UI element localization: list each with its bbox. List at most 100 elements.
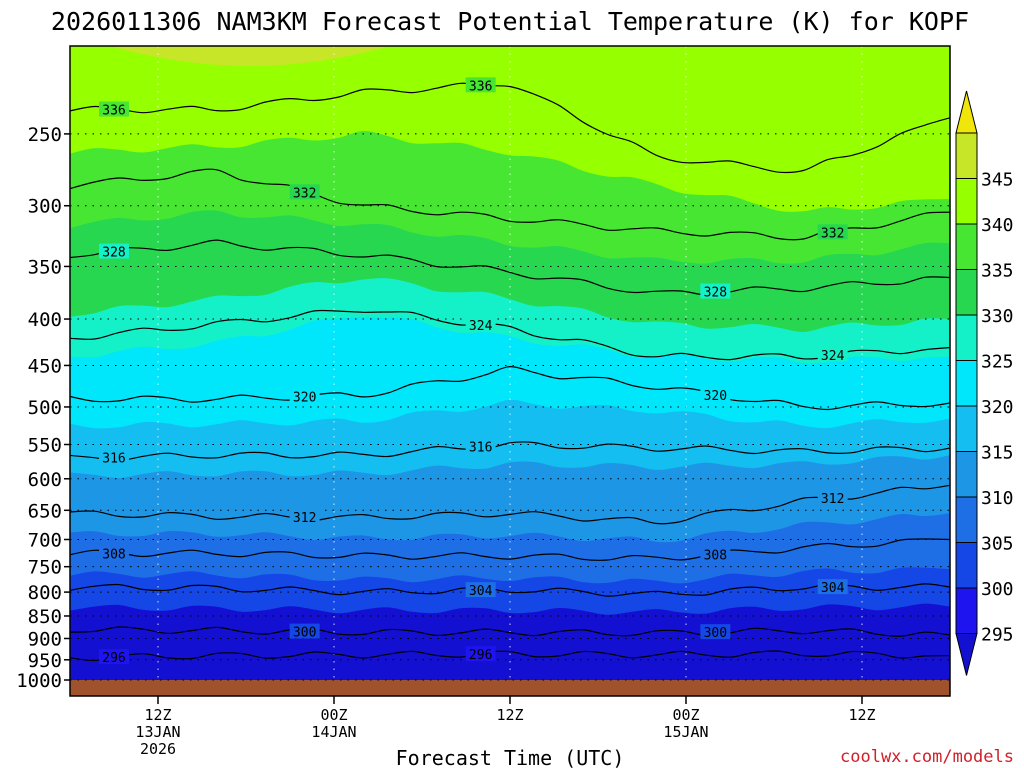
x-tick-label-18-0: 00Z <box>320 706 347 724</box>
contour-label-336-0: 336 <box>102 104 125 119</box>
contour-label-bg-336-1 <box>465 77 496 93</box>
contour-304 <box>69 583 951 597</box>
colorbar-bin-340 <box>955 178 978 225</box>
contour-label-312-0: 312 <box>821 492 844 507</box>
colorbar-bin-295 <box>955 587 978 634</box>
colorbar-label-310: 310 <box>981 488 1014 509</box>
x-tick-label-30-0: 12Z <box>496 706 523 724</box>
contour-label-328-1: 328 <box>102 246 125 261</box>
contour-label-320-0: 320 <box>293 391 316 406</box>
colorbar-label-325: 325 <box>981 352 1014 373</box>
x-tick-label-42-1: 15JAN <box>663 723 708 741</box>
y-tick-label-950: 950 <box>28 650 62 672</box>
colorbar: 295 300 305 310 315 320 325 330 335 340 345 <box>955 90 1014 676</box>
contour-label-324-0: 324 <box>469 319 493 334</box>
contour-label-bg-328-1 <box>99 243 129 259</box>
colorbar-label-315: 315 <box>981 443 1014 464</box>
contour-label-300-1: 300 <box>704 626 727 641</box>
contour-300 <box>69 626 951 637</box>
x-tick-label-6-0: 12Z <box>144 706 171 724</box>
contour-label-316-1: 316 <box>469 441 492 456</box>
credit-text: coolwx.com/models <box>840 747 1014 767</box>
contour-label-bg-324-1 <box>817 346 848 362</box>
x-tick-label-42-0: 00Z <box>672 706 699 724</box>
contour-label-bg-332-1 <box>289 184 320 200</box>
colorbar-top-arrow <box>955 90 978 134</box>
contour-label-bg-332-0 <box>817 224 848 240</box>
y-tick-label-400: 400 <box>28 309 62 331</box>
y-axis-ticks: 2503003504004505005506006507007508008509… <box>16 124 70 692</box>
contour-lines <box>69 82 951 662</box>
gridlines <box>70 46 950 681</box>
ground-terrain <box>70 680 950 696</box>
colorbar-label-295: 295 <box>981 625 1014 646</box>
contour-label-328-0: 328 <box>704 286 727 301</box>
contour-label-bg-304-0 <box>465 582 496 598</box>
y-tick-label-900: 900 <box>28 628 62 650</box>
contour-label-308-1: 308 <box>102 547 125 562</box>
colorbar-label-345: 345 <box>981 170 1014 191</box>
colorbar-bin-345 <box>955 132 978 179</box>
contour-label-bg-308-1 <box>99 545 129 561</box>
y-tick-label-250: 250 <box>28 124 62 146</box>
contour-label-bg-300-0 <box>289 623 320 639</box>
contour-label-304-0: 304 <box>469 584 493 599</box>
y-tick-label-350: 350 <box>28 256 62 278</box>
contour-label-bg-316-1 <box>465 438 496 454</box>
contour-label-296-0: 296 <box>102 651 125 666</box>
contour-label-bg-296-0 <box>99 649 129 665</box>
colorbar-bin-310 <box>955 451 978 498</box>
contour-320 <box>69 365 951 411</box>
contour-label-bg-312-1 <box>289 509 320 525</box>
contour-label-312-1: 312 <box>293 511 316 526</box>
contour-label-bg-300-1 <box>700 624 731 640</box>
colorbar-label-330: 330 <box>981 306 1014 327</box>
y-tick-label-300: 300 <box>28 196 62 218</box>
y-tick-label-700: 700 <box>28 529 62 551</box>
y-tick-label-800: 800 <box>28 582 62 604</box>
fill-band-345 <box>70 46 390 66</box>
x-tick-label-18-1: 14JAN <box>311 723 356 741</box>
contour-label-320-1: 320 <box>704 389 727 404</box>
contour-324 <box>69 309 951 361</box>
colorbar-bin-305 <box>955 496 978 543</box>
contour-336 <box>69 82 951 174</box>
colorbar-bin-300 <box>955 542 978 589</box>
colorbar-label-335: 335 <box>981 261 1014 282</box>
colorbar-bin-315 <box>955 405 978 452</box>
contour-label-304-1: 304 <box>821 581 845 596</box>
colorbar-bin-325 <box>955 314 978 361</box>
colorbar-label-340: 340 <box>981 215 1014 236</box>
colorbar-label-320: 320 <box>981 397 1014 418</box>
contour-label-bg-316-0 <box>99 449 129 465</box>
y-tick-label-550: 550 <box>28 434 62 456</box>
contour-label-324-1: 324 <box>821 349 845 364</box>
x-axis-label: Forecast Time (UTC) <box>396 746 625 768</box>
contour-332 <box>69 168 951 241</box>
x-tick-label-6-2: 2026 <box>140 740 176 758</box>
y-tick-label-500: 500 <box>28 397 62 419</box>
colorbar-label-305: 305 <box>981 534 1014 555</box>
contour-label-bg-320-1 <box>700 386 731 402</box>
contour-328 <box>69 239 951 296</box>
contour-label-316-0: 316 <box>102 452 125 467</box>
contour-label-bg-308-0 <box>700 546 731 562</box>
contour-296 <box>69 650 951 662</box>
x-tick-label-6-1: 13JAN <box>135 723 180 741</box>
contour-312 <box>69 484 951 525</box>
y-tick-label-750: 750 <box>28 557 62 579</box>
contour-316 <box>69 441 951 462</box>
chart-title: 2026011306 NAM3KM Forecast Potential Tem… <box>51 7 969 36</box>
contour-label-bg-324-0 <box>465 316 496 332</box>
contour-label-308-0: 308 <box>704 548 727 563</box>
contour-label-332-0: 332 <box>821 226 844 241</box>
contour-label-bg-304-1 <box>817 579 848 595</box>
y-tick-label-650: 650 <box>28 500 62 522</box>
colorbar-bin-320 <box>955 360 978 407</box>
contour-label-332-1: 332 <box>293 186 316 201</box>
x-tick-label-54-0: 12Z <box>848 706 875 724</box>
contour-label-bg-296-1 <box>465 646 496 662</box>
